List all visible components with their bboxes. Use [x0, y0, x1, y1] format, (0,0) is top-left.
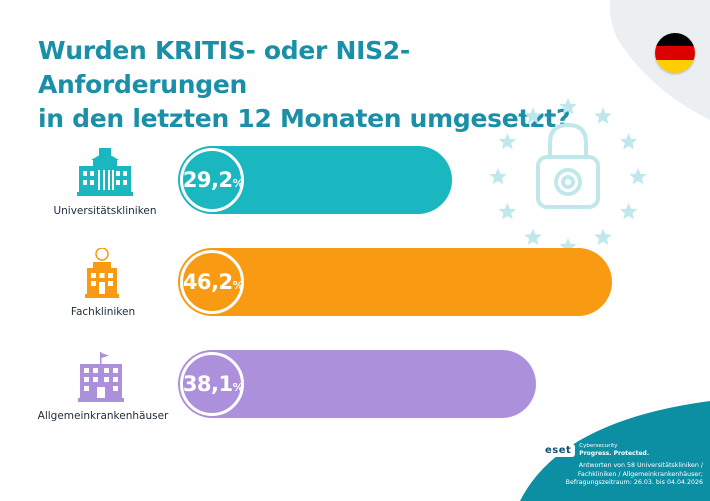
- eu-star-10: [489, 168, 507, 185]
- value-unit-allgemeinkrankenhaeuser: %: [232, 381, 244, 394]
- eu-star-11: [498, 133, 516, 150]
- bar-fachkliniken: 46,2%: [178, 248, 613, 316]
- eset-wordmark: eset: [541, 443, 576, 457]
- eu-star-2: [594, 107, 612, 124]
- footer-wave: [520, 401, 710, 501]
- row-label-universitaetskliniken: Universitätskliniken: [53, 205, 157, 217]
- eu-stars-lock-icon: [489, 98, 647, 255]
- eset-tagline: Cybersecurity Progress. Protected.: [579, 443, 649, 457]
- eu-star-3: [620, 133, 638, 150]
- source-line-3: Befragungszeitraum: 26.03. bis 04.04.202…: [565, 479, 703, 487]
- value-label-universitaetskliniken: 29,2%: [180, 168, 246, 192]
- chart-title: Wurden KRITIS- oder NIS2-Anforderungen i…: [38, 34, 578, 136]
- value-unit-universitaetskliniken: %: [232, 177, 244, 190]
- value-ring-0: [180, 148, 244, 212]
- row-label-allgemeinkrankenhaeuser: Allgemeinkrankenhäuser: [37, 410, 169, 422]
- source-line-1: Antworten von 58 Universitätskliniken /: [578, 462, 703, 469]
- clinic-building-icon: [85, 248, 119, 298]
- eu-star-4: [629, 168, 647, 185]
- hospital-building-icon: [78, 352, 124, 402]
- eu-star-8: [524, 228, 542, 245]
- eu-star-12: [524, 107, 542, 124]
- source-note: Antworten von 58 Universitätskliniken / …: [545, 462, 703, 488]
- eu-star-5: [620, 203, 638, 220]
- tagline-line-2: Progress. Protected.: [579, 450, 650, 457]
- bar-universitaetskliniken: 29,2%: [178, 146, 453, 214]
- value-number-universitaetskliniken: 29,2: [182, 168, 233, 192]
- eset-logo: eset Cybersecurity Progress. Protected.: [541, 443, 649, 457]
- padlock-icon: [536, 122, 600, 209]
- value-ring-2: [180, 352, 244, 416]
- eu-star-1: [559, 98, 577, 115]
- flag-stripe-black: [655, 33, 695, 47]
- row-label-fachkliniken: Fachkliniken: [70, 306, 136, 318]
- value-ring-1: [180, 250, 244, 314]
- title-line-2: in den letzten 12 Monaten umgesetzt?: [38, 104, 571, 133]
- value-number-fachkliniken: 46,2: [182, 270, 233, 294]
- bar-allgemeinkrankenhaeuser: 38,1%: [178, 350, 537, 418]
- value-number-allgemeinkrankenhaeuser: 38,1: [182, 372, 233, 396]
- value-label-allgemeinkrankenhaeuser: 38,1%: [180, 372, 246, 396]
- source-line-2: Fachkliniken / Allgemeinkrankenhäuser;: [577, 470, 703, 478]
- flag-stripe-red: [655, 46, 695, 60]
- eu-star-9: [498, 203, 516, 220]
- flag-stripe-gold: [655, 59, 695, 73]
- germany-flag-icon: [655, 33, 695, 73]
- value-unit-fachkliniken: %: [232, 279, 244, 292]
- eu-star-6: [594, 228, 612, 245]
- title-line-1: Wurden KRITIS- oder NIS2-Anforderungen: [38, 36, 410, 99]
- university-building-icon: [77, 148, 133, 196]
- value-label-fachkliniken: 46,2%: [180, 270, 246, 294]
- tagline-line-1: Cybersecurity: [579, 443, 618, 449]
